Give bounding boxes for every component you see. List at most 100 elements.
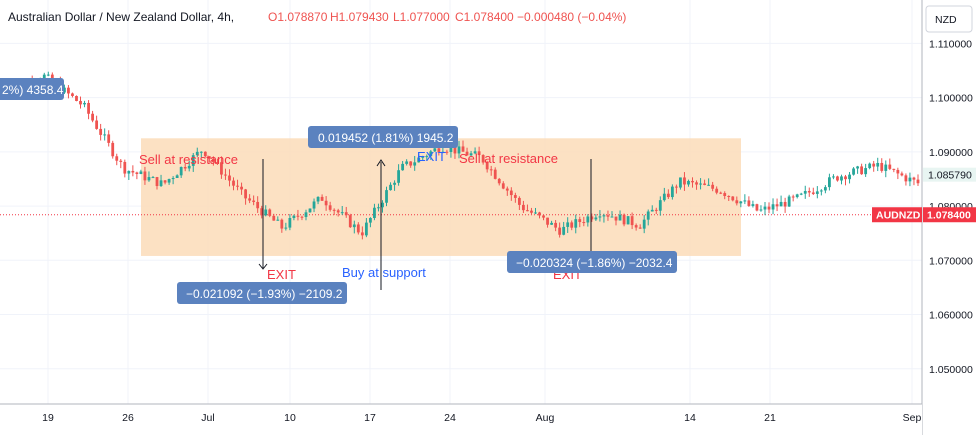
candle[interactable] [405, 159, 409, 166]
candle[interactable] [646, 209, 650, 226]
candle[interactable] [908, 172, 912, 187]
candle[interactable] [457, 140, 461, 159]
candle[interactable] [823, 185, 827, 194]
candle[interactable] [602, 213, 606, 223]
candle[interactable] [292, 214, 296, 221]
candle[interactable] [453, 147, 457, 159]
candle[interactable] [224, 168, 227, 180]
candle[interactable] [666, 189, 670, 199]
candle[interactable] [638, 224, 642, 229]
time-axis[interactable] [0, 404, 922, 435]
candle[interactable] [348, 213, 352, 229]
candle[interactable] [216, 158, 219, 165]
candle[interactable] [300, 215, 304, 221]
candle[interactable] [534, 207, 537, 215]
candle[interactable] [280, 218, 284, 233]
candle[interactable] [815, 186, 819, 199]
candle[interactable] [683, 172, 686, 191]
candle[interactable] [892, 168, 896, 173]
candle[interactable] [522, 200, 525, 213]
candle[interactable] [916, 174, 920, 186]
candle[interactable] [526, 204, 529, 212]
candle[interactable] [316, 196, 320, 205]
candle[interactable] [485, 160, 489, 173]
candle[interactable] [228, 169, 231, 187]
candle[interactable] [425, 154, 429, 161]
candle[interactable] [509, 187, 513, 201]
candle[interactable] [501, 181, 505, 190]
candle[interactable] [497, 177, 501, 186]
candle[interactable] [691, 177, 694, 188]
candle[interactable] [131, 165, 135, 177]
candle[interactable] [811, 187, 815, 195]
candle[interactable] [570, 220, 574, 231]
candle[interactable] [594, 214, 598, 221]
candle[interactable] [719, 191, 723, 195]
candle[interactable] [139, 169, 143, 175]
candle[interactable] [75, 95, 78, 102]
candle[interactable] [860, 163, 864, 175]
candle[interactable] [622, 213, 626, 227]
candle[interactable] [558, 222, 562, 238]
candle[interactable] [461, 140, 465, 152]
candle[interactable] [755, 203, 759, 212]
candle[interactable] [248, 194, 252, 204]
candle[interactable] [759, 205, 763, 212]
candles[interactable] [2, 71, 920, 240]
candle[interactable] [896, 167, 900, 180]
candle[interactable] [662, 187, 666, 202]
candle[interactable] [469, 150, 473, 158]
candle[interactable] [268, 208, 272, 218]
candle[interactable] [687, 179, 690, 187]
candle[interactable] [91, 110, 94, 123]
candle[interactable] [707, 178, 711, 186]
measure-box-4[interactable]: −0.020324 (−1.86%) −2032.4 [507, 251, 677, 273]
candle[interactable] [155, 176, 159, 190]
candle[interactable] [582, 216, 586, 227]
candle[interactable] [795, 193, 799, 199]
candle[interactable] [876, 157, 880, 172]
candle[interactable] [787, 194, 791, 207]
candle[interactable] [606, 210, 610, 221]
candle[interactable] [344, 206, 348, 218]
candle[interactable] [179, 166, 183, 178]
candle[interactable] [288, 214, 292, 231]
candle[interactable] [799, 192, 803, 196]
candle[interactable] [401, 161, 405, 171]
candle[interactable] [819, 189, 823, 196]
candle[interactable] [336, 208, 340, 217]
candle[interactable] [397, 164, 400, 186]
candle[interactable] [312, 198, 316, 213]
candle[interactable] [807, 187, 811, 197]
candle[interactable] [360, 226, 364, 240]
candle[interactable] [389, 182, 392, 191]
candle[interactable] [79, 96, 82, 109]
candle[interactable] [695, 180, 698, 190]
candle[interactable] [634, 223, 638, 231]
candle[interactable] [489, 165, 493, 176]
measure-box-1[interactable]: 2%) 4358.4 [0, 78, 64, 100]
candle[interactable] [377, 203, 380, 212]
candle[interactable] [332, 208, 336, 216]
candle[interactable] [642, 215, 646, 234]
candle[interactable] [836, 175, 839, 182]
candle[interactable] [195, 147, 199, 157]
candle[interactable] [542, 215, 545, 221]
candle[interactable] [232, 177, 235, 191]
candle[interactable] [71, 92, 74, 98]
candle[interactable] [868, 162, 872, 170]
candle[interactable] [163, 180, 167, 185]
candle[interactable] [562, 221, 566, 236]
candle[interactable] [175, 174, 179, 179]
candle[interactable] [373, 203, 376, 221]
candle[interactable] [191, 152, 195, 172]
candle[interactable] [477, 146, 481, 156]
candle[interactable] [538, 211, 541, 219]
candle[interactable] [111, 140, 115, 159]
candle[interactable] [574, 214, 578, 234]
candle[interactable] [244, 188, 247, 205]
candle[interactable] [284, 222, 288, 231]
candle[interactable] [840, 174, 843, 185]
candle[interactable] [654, 207, 658, 214]
candle[interactable] [658, 196, 662, 216]
